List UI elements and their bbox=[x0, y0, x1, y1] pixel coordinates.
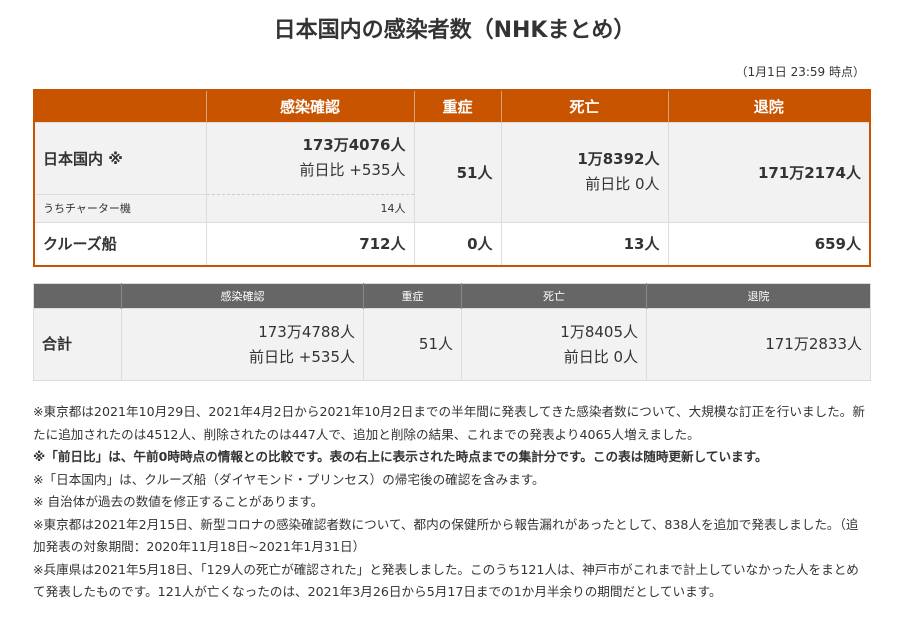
row-label: クルーズ船 bbox=[33, 221, 207, 267]
notes: ※東京都は2021年10月29日、2021年4月2日から2021年10月2日まで… bbox=[33, 401, 868, 604]
note: ※東京都は2021年2月15日、新型コロナの感染確認者数について、都内の保健所か… bbox=[33, 516, 859, 555]
header-severe: 重症 bbox=[363, 283, 462, 309]
recovered-cell: 171万2174人 bbox=[667, 121, 871, 223]
domestic-table: 感染確認 重症 死亡 退院 日本国内 ※ 173万4076人 前日比 +535人 … bbox=[33, 89, 871, 267]
header-blank bbox=[34, 90, 206, 122]
severe-cell: 51人 bbox=[413, 121, 502, 223]
recovered-cell: 171万2833人 bbox=[646, 308, 871, 381]
confirmed-diff: 前日比 +535人 bbox=[299, 161, 406, 179]
header-blank bbox=[33, 283, 122, 309]
note: ※東京都は2021年10月29日、2021年4月2日から2021年10月2日まで… bbox=[33, 404, 865, 442]
note: ※兵庫県は2021年5月18日、「129人の死亡が確認された」と発表しました。こ… bbox=[33, 561, 859, 600]
header-confirmed: 感染確認 bbox=[121, 283, 364, 309]
table-row-total: 合計 173万4788人 前日比 +535人 51人 1万8405人 前日比 0人 … bbox=[33, 308, 871, 381]
row-label: 日本国内 ※ bbox=[33, 121, 207, 195]
confirmed-value: 173万4076人 bbox=[302, 136, 406, 154]
confirmed-cell: 14人 bbox=[205, 193, 415, 223]
deaths-value: 1万8392人 bbox=[577, 150, 660, 168]
row-label: うちチャーター機 bbox=[33, 193, 207, 223]
deaths-diff: 前日比 0人 bbox=[563, 347, 638, 366]
deaths-diff: 前日比 0人 bbox=[585, 175, 660, 193]
deaths-cell: 1万8392人前日比 0人 bbox=[500, 121, 669, 223]
note: ※「前日比」は、午前0時時点の情報との比較です。表の右上に表示された時点までの集… bbox=[33, 449, 768, 464]
table-header: 感染確認 重症 死亡 退院 bbox=[34, 90, 870, 122]
page-title: 日本国内の感染者数（NHKまとめ） bbox=[273, 18, 636, 43]
timestamp: （1月1日 23:59 時点） bbox=[735, 65, 865, 79]
header-deaths: 死亡 bbox=[500, 90, 668, 122]
deaths-cell: 13人 bbox=[500, 221, 669, 267]
row-label: 合計 bbox=[33, 308, 122, 381]
deaths-value: 1万8405人 bbox=[560, 322, 638, 341]
total-table: 感染確認 重症 死亡 退院 合計 173万4788人 前日比 +535人 51人 … bbox=[33, 283, 871, 381]
confirmed-diff: 前日比 +535人 bbox=[249, 347, 355, 366]
header-deaths: 死亡 bbox=[461, 283, 647, 309]
table-row-cruise: クルーズ船 712人 0人 13人 659人 bbox=[33, 221, 871, 267]
header-recovered: 退院 bbox=[646, 283, 871, 309]
severe-cell: 0人 bbox=[413, 221, 502, 267]
note: ※ 自治体が過去の数値を修正することがあります。 bbox=[33, 494, 324, 509]
header-recovered: 退院 bbox=[667, 90, 870, 122]
table-row-domestic: 日本国内 ※ 173万4076人 前日比 +535人 51人 1万8392人前日比… bbox=[33, 121, 871, 223]
confirmed-cell: 173万4788人前日比 +535人 bbox=[121, 308, 364, 381]
severe-cell: 51人 bbox=[363, 308, 462, 381]
confirmed-value: 173万4788人 bbox=[258, 322, 355, 341]
header-severe: 重症 bbox=[413, 90, 501, 122]
deaths-cell: 1万8405人 前日比 0人 bbox=[461, 308, 647, 381]
header-confirmed: 感染確認 bbox=[205, 90, 414, 122]
confirmed-cell: 712人 bbox=[205, 221, 415, 267]
note: ※「日本国内」は、クルーズ船（ダイヤモンド・プリンセス）の帰宅後の確認を含みます… bbox=[33, 471, 545, 487]
confirmed-cell: 173万4076人 前日比 +535人 bbox=[205, 121, 415, 194]
table-header: 感染確認 重症 死亡 退院 bbox=[33, 283, 871, 309]
recovered-cell: 659人 bbox=[667, 221, 871, 267]
